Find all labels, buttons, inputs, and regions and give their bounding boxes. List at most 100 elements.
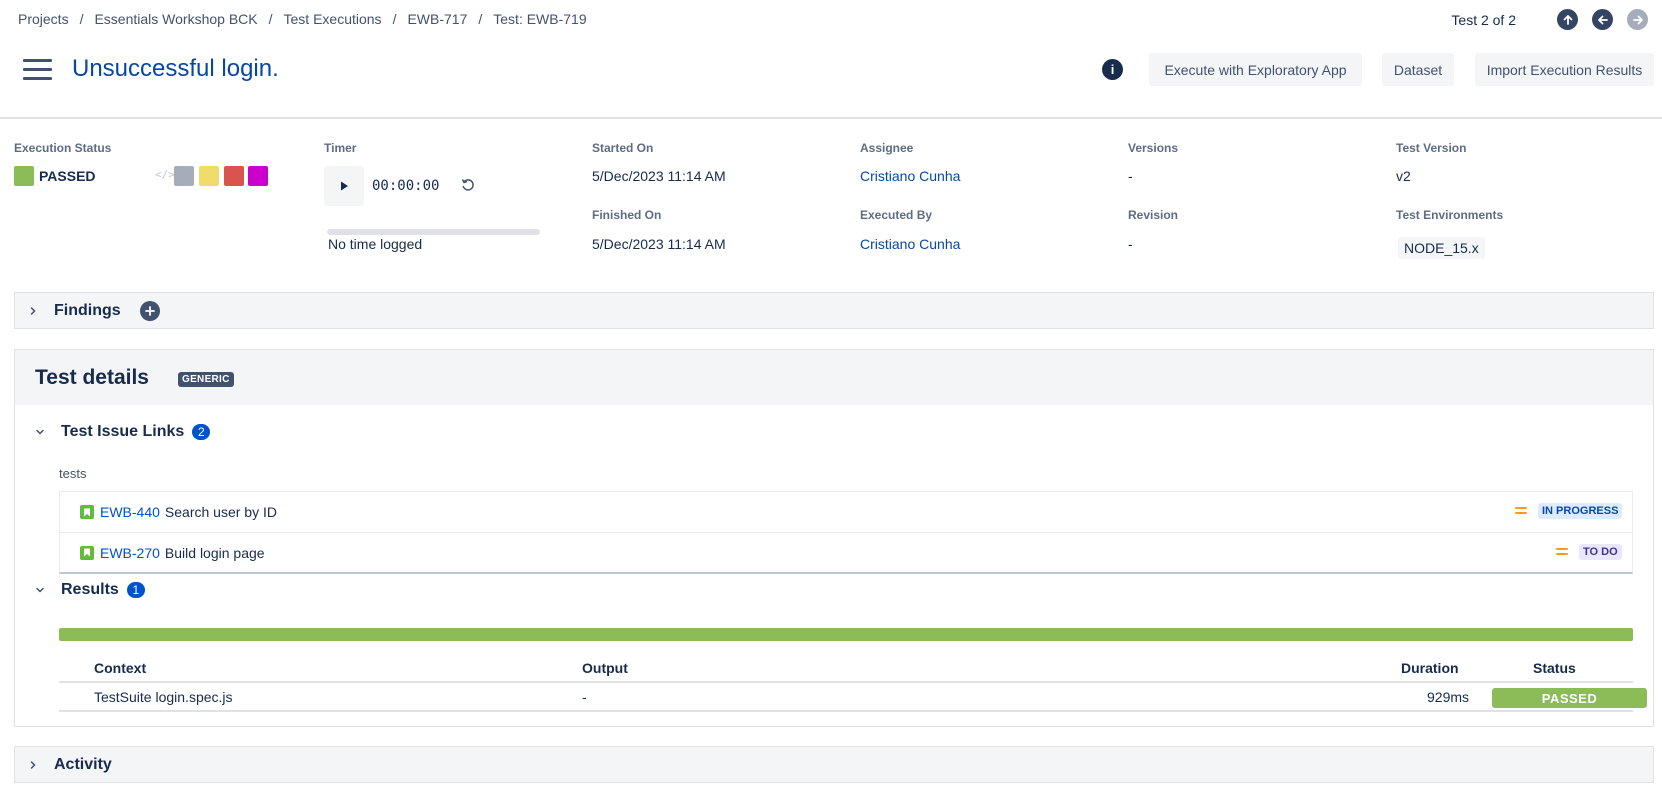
test-version-label: Test Version bbox=[1396, 141, 1467, 155]
issue-links-table: EWB-440 Search user by ID IN PROGRESS EW… bbox=[59, 491, 1633, 574]
chevron-down-icon bbox=[36, 587, 44, 593]
table-row: EWB-270 Build login page TO DO bbox=[60, 532, 1632, 572]
test-environment-badge: NODE_15.x bbox=[1398, 237, 1485, 259]
breadcrumb-test[interactable]: Test: EWB-719 bbox=[493, 11, 587, 27]
execution-status-value: PASSED bbox=[39, 168, 96, 184]
priority-medium-icon bbox=[1556, 548, 1568, 557]
issue-links-count-badge: 2 bbox=[192, 424, 211, 440]
assignee-link[interactable]: Cristiano Cunha bbox=[860, 168, 961, 184]
results-collapse-toggle[interactable] bbox=[35, 585, 47, 595]
activity-expand-toggle[interactable] bbox=[28, 760, 38, 770]
pager-previous-button[interactable] bbox=[1592, 9, 1613, 30]
story-icon bbox=[80, 505, 94, 519]
timer-play-button[interactable] bbox=[324, 166, 364, 206]
code-icon[interactable]: </> bbox=[155, 168, 175, 181]
findings-expand-toggle[interactable] bbox=[28, 306, 38, 316]
results-header: Results 1 bbox=[35, 581, 145, 599]
hamburger-menu-icon[interactable] bbox=[23, 59, 52, 81]
issue-summary: Build login page bbox=[164, 544, 265, 561]
executed-by-link[interactable]: Cristiano Cunha bbox=[860, 236, 961, 252]
execution-status-label: Execution Status bbox=[14, 141, 112, 155]
test-details-panel: Test details GENERIC Test Issue Links 2 … bbox=[14, 349, 1654, 727]
started-on-label: Started On bbox=[592, 141, 654, 155]
add-finding-button[interactable] bbox=[139, 300, 160, 321]
status-option-todo[interactable] bbox=[174, 166, 194, 186]
issue-summary: Search user by ID bbox=[164, 504, 277, 520]
arrow-up-icon bbox=[1563, 14, 1572, 25]
result-context: TestSuite login.spec.js bbox=[94, 689, 233, 705]
finished-on-value: 5/Dec/2023 11:14 AM bbox=[592, 236, 726, 252]
test-pager: Test 2 of 2 bbox=[1451, 9, 1648, 30]
test-environments-label: Test Environments bbox=[1396, 208, 1504, 222]
status-option-aborted[interactable] bbox=[248, 166, 268, 186]
activity-title[interactable]: Activity bbox=[54, 755, 112, 773]
status-lozenge: TO DO bbox=[1579, 544, 1622, 560]
priority-medium-icon bbox=[1515, 507, 1527, 516]
table-row[interactable]: TestSuite login.spec.js - 929ms PASSED bbox=[59, 683, 1647, 712]
chevron-right-icon bbox=[30, 760, 36, 769]
pager-next-button[interactable] bbox=[1627, 9, 1648, 30]
test-details-header: Test details GENERIC bbox=[15, 350, 1653, 405]
status-lozenge: IN PROGRESS bbox=[1538, 503, 1623, 519]
table-row: EWB-440 Search user by ID IN PROGRESS bbox=[60, 492, 1632, 532]
time-logged-bar bbox=[327, 229, 540, 235]
executed-by-label: Executed By bbox=[860, 208, 933, 222]
issue-links-group-label: tests bbox=[59, 466, 87, 481]
test-version-value: v2 bbox=[1396, 168, 1411, 184]
finished-on-label: Finished On bbox=[592, 208, 662, 222]
breadcrumb-execution[interactable]: EWB-717 bbox=[407, 11, 468, 27]
results-table-header: Context Output Duration Status bbox=[59, 654, 1633, 683]
revision-value: - bbox=[1128, 236, 1133, 252]
breadcrumb-separator: / bbox=[79, 11, 84, 27]
breadcrumb: Projects / Essentials Workshop BCK / Test … bbox=[18, 11, 587, 27]
arrow-left-icon bbox=[1597, 15, 1608, 24]
versions-label: Versions bbox=[1128, 141, 1179, 155]
import-execution-results-button[interactable]: Import Execution Results bbox=[1475, 53, 1654, 86]
column-header-output: Output bbox=[582, 660, 628, 676]
results-table: Context Output Duration Status TestSuite… bbox=[59, 654, 1647, 712]
status-passed-swatch bbox=[14, 166, 34, 186]
info-icon[interactable]: i bbox=[1102, 59, 1123, 80]
breadcrumb-separator: / bbox=[478, 11, 483, 27]
timer-value: 00:00:00 bbox=[372, 178, 440, 194]
execute-exploratory-button[interactable]: Execute with Exploratory App bbox=[1149, 53, 1362, 86]
pager-up-button[interactable] bbox=[1557, 9, 1578, 30]
issue-key-link[interactable]: EWB-270 bbox=[100, 544, 160, 561]
test-type-badge: GENERIC bbox=[178, 372, 234, 387]
result-duration: 929ms bbox=[1427, 689, 1470, 705]
status-option-executing[interactable] bbox=[199, 166, 219, 186]
chevron-right-icon bbox=[30, 306, 36, 315]
test-issue-links-title[interactable]: Test Issue Links bbox=[61, 423, 185, 440]
versions-value: - bbox=[1128, 168, 1133, 184]
findings-section: Findings bbox=[14, 292, 1654, 329]
arrow-right-icon bbox=[1632, 15, 1643, 24]
dataset-button[interactable]: Dataset bbox=[1382, 53, 1454, 86]
time-logged-text: No time logged bbox=[328, 236, 423, 252]
results-title[interactable]: Results bbox=[61, 581, 119, 598]
column-header-context: Context bbox=[94, 660, 147, 676]
results-count-badge: 1 bbox=[126, 582, 145, 598]
story-icon bbox=[80, 545, 94, 560]
started-on-value: 5/Dec/2023 11:14 AM bbox=[592, 168, 726, 184]
breadcrumb-test-executions[interactable]: Test Executions bbox=[283, 11, 382, 27]
findings-title[interactable]: Findings bbox=[54, 301, 121, 319]
issue-links-collapse-toggle[interactable] bbox=[35, 427, 47, 437]
issue-key-link[interactable]: EWB-440 bbox=[100, 504, 160, 520]
reset-timer-icon[interactable] bbox=[460, 177, 476, 193]
test-issue-links-header: Test Issue Links 2 bbox=[35, 423, 211, 441]
assignee-label: Assignee bbox=[860, 141, 914, 155]
test-details-title: Test details bbox=[35, 366, 149, 389]
activity-section: Activity bbox=[14, 746, 1654, 783]
breadcrumb-project[interactable]: Essentials Workshop BCK bbox=[94, 11, 258, 27]
header-divider bbox=[0, 117, 1662, 119]
result-status-badge: PASSED bbox=[1492, 688, 1647, 708]
breadcrumb-separator: / bbox=[268, 11, 273, 27]
status-option-failed[interactable] bbox=[224, 166, 244, 186]
plus-icon bbox=[144, 305, 155, 316]
results-summary-bar bbox=[59, 628, 1633, 641]
page-title: Unsuccessful login. bbox=[72, 55, 279, 82]
play-icon bbox=[341, 181, 348, 191]
chevron-down-icon bbox=[36, 429, 44, 435]
breadcrumb-projects[interactable]: Projects bbox=[18, 11, 69, 27]
breadcrumb-separator: / bbox=[392, 11, 397, 27]
